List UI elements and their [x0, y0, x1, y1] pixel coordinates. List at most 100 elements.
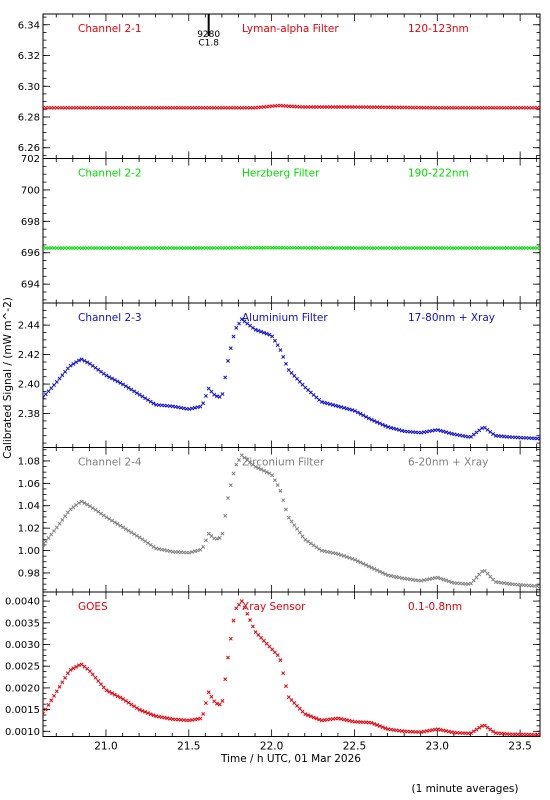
data-point	[87, 504, 92, 509]
data-point	[74, 360, 79, 365]
data-point	[237, 602, 241, 607]
data-point	[377, 569, 382, 574]
y-tick-label: 694	[21, 280, 40, 291]
data-point	[261, 468, 266, 473]
panel-label: Aluminium Filter	[242, 312, 328, 324]
data-point	[281, 671, 286, 676]
data-point	[422, 578, 426, 583]
data-point	[121, 697, 126, 702]
data-point	[151, 401, 156, 406]
data-point	[110, 691, 114, 696]
data-point	[203, 393, 208, 398]
panel-label: Zirconium Filter	[242, 457, 325, 469]
data-point	[311, 543, 316, 548]
data-point	[231, 618, 236, 623]
data-point	[375, 723, 380, 727]
data-point	[192, 405, 197, 410]
data-point	[446, 729, 451, 734]
data-point	[284, 361, 288, 366]
data-point	[380, 422, 385, 427]
data-point	[355, 410, 360, 415]
data-point	[286, 695, 291, 700]
data-point	[85, 360, 90, 365]
data-point	[275, 653, 280, 658]
data-point	[311, 715, 316, 720]
data-point	[471, 729, 476, 734]
data-point	[143, 539, 148, 544]
data-point	[369, 720, 374, 725]
data-point	[151, 544, 156, 549]
y-tick-label: 0.98	[18, 568, 40, 579]
data-point	[350, 719, 355, 724]
data-point	[140, 537, 145, 542]
y-tick-label: 1.06	[18, 479, 40, 490]
data-point	[217, 535, 222, 540]
data-point	[284, 684, 288, 689]
data-point	[444, 578, 449, 583]
data-point	[391, 426, 396, 431]
data-point	[110, 518, 114, 523]
y-tick-label: 2.42	[18, 350, 40, 361]
data-point	[43, 711, 45, 716]
data-point	[264, 641, 269, 646]
data-point	[491, 729, 496, 734]
data-point	[49, 386, 54, 391]
data-point	[452, 432, 457, 437]
data-point	[364, 414, 369, 419]
data-point	[107, 375, 112, 379]
data-point	[134, 391, 139, 395]
data-point	[339, 717, 344, 721]
data-point	[344, 554, 349, 559]
data-point	[322, 549, 327, 554]
data-point	[132, 532, 137, 537]
data-point	[101, 513, 106, 518]
data-points	[43, 317, 540, 441]
data-point	[444, 430, 449, 435]
data-point	[220, 392, 225, 397]
data-point	[361, 561, 366, 566]
data-point	[60, 373, 65, 378]
data-point	[43, 543, 45, 547]
data-point	[342, 405, 346, 410]
y-tick-label: 2.40	[18, 380, 40, 391]
data-point	[76, 663, 81, 668]
data-point	[267, 644, 272, 649]
data-point	[446, 579, 451, 584]
data-point	[419, 430, 424, 435]
data-point	[325, 549, 330, 554]
data-point	[358, 411, 363, 416]
data-point	[259, 467, 264, 472]
data-point	[187, 550, 192, 555]
data-point	[90, 672, 95, 677]
data-point	[65, 510, 70, 515]
data-point	[372, 419, 377, 423]
data-point	[43, 539, 48, 544]
y-tick-label: 1.02	[18, 524, 40, 535]
data-point	[226, 358, 230, 363]
data-point	[43, 707, 48, 712]
data-point	[383, 572, 388, 577]
data-point	[424, 729, 429, 734]
data-point	[538, 584, 540, 589]
data-point	[234, 325, 239, 330]
data-point	[330, 550, 335, 555]
data-point	[68, 363, 73, 368]
data-point	[148, 543, 153, 547]
data-point	[284, 507, 288, 512]
data-point	[342, 717, 346, 722]
data-point	[123, 698, 128, 703]
data-point	[54, 689, 59, 694]
data-point	[270, 473, 275, 478]
y-tick-label: 6.28	[18, 112, 40, 123]
panel-label: 190-222nm	[408, 168, 469, 180]
data-point	[430, 428, 435, 433]
data-point	[203, 538, 208, 543]
data-point	[438, 428, 443, 433]
data-point	[383, 726, 388, 731]
data-point	[57, 376, 62, 381]
data-point	[469, 731, 473, 736]
data-point	[355, 559, 360, 564]
data-point	[369, 417, 374, 422]
data-point	[159, 715, 164, 720]
data-point	[93, 507, 98, 512]
